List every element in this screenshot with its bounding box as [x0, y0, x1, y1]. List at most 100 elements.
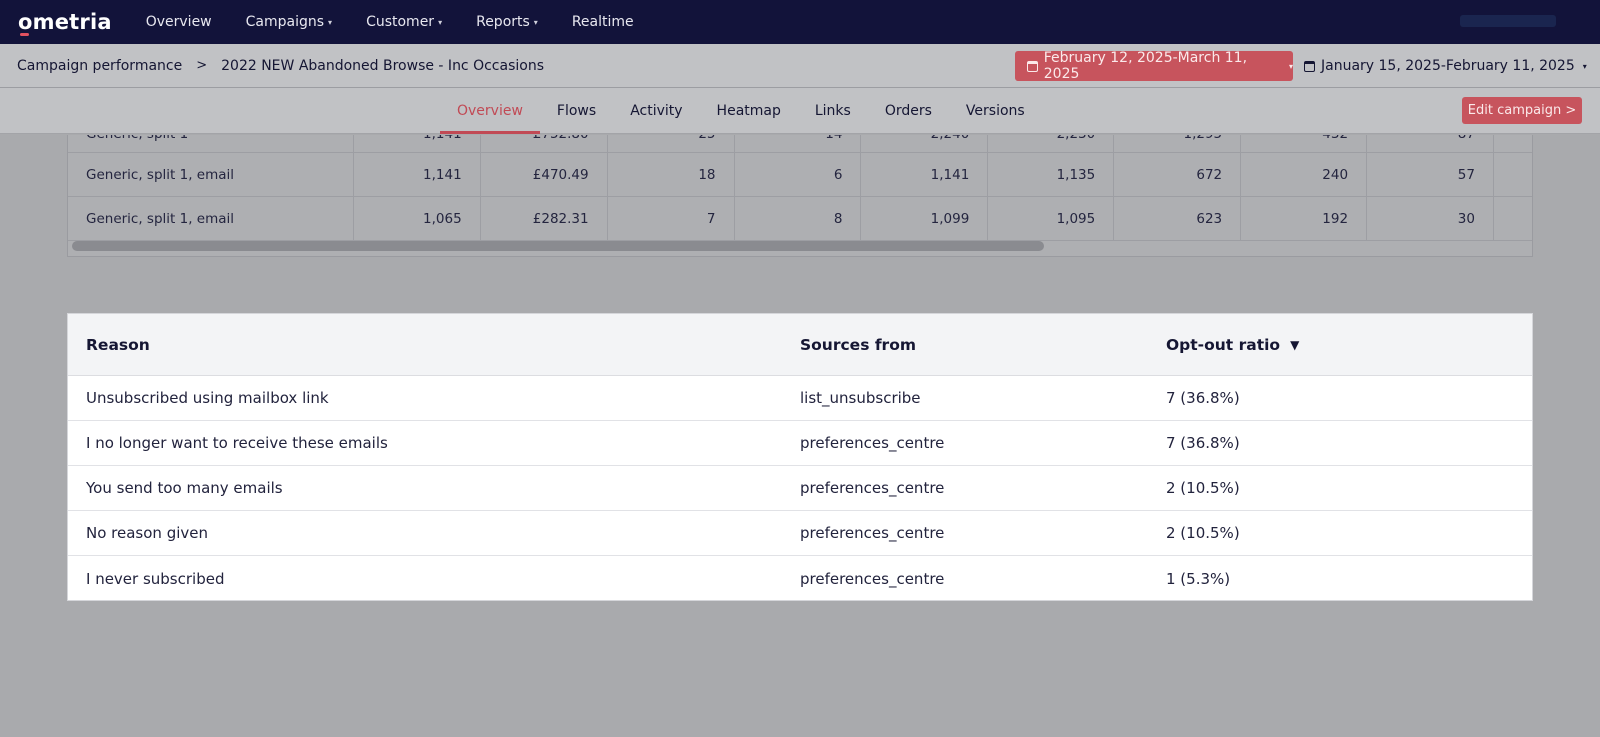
ratio-cell: 7 (36.8%): [1166, 389, 1240, 407]
table-cell: [1494, 135, 1532, 152]
ratio-cell: 2 (10.5%): [1166, 524, 1240, 542]
date-range-picker-primary[interactable]: February 12, 2025-March 11, 2025 ▾: [1015, 50, 1293, 82]
reason-cell: Unsubscribed using mailbox link: [86, 389, 329, 407]
table-cell: 8: [735, 197, 862, 240]
chevron-down-icon: ▾: [1288, 61, 1293, 71]
calendar-icon: [1304, 60, 1315, 72]
table-cell: 432: [1241, 135, 1368, 152]
logo-text: ometria: [18, 10, 112, 34]
table-cell: 30: [1367, 197, 1494, 240]
optout-reasons-table: Reason Sources from Opt-out ratio ▼ Unsu…: [67, 313, 1533, 601]
table-cell: 14: [735, 135, 862, 152]
nav-item-overview[interactable]: Overview: [146, 14, 212, 30]
table-cell: 87: [1367, 135, 1494, 152]
column-header-sources: Sources from: [800, 335, 917, 354]
date-range-label: January 15, 2025-February 11, 2025: [1321, 58, 1575, 74]
nav-item-campaigns[interactable]: Campaigns ▾: [246, 14, 332, 30]
nav-item-customer[interactable]: Customer ▾: [366, 14, 442, 30]
nav-item-label: Reports: [476, 14, 530, 30]
source-cell: preferences_centre: [800, 479, 945, 497]
reason-cell: You send too many emails: [86, 479, 283, 497]
ratio-cell: 7 (36.8%): [1166, 434, 1240, 452]
tab-orders[interactable]: Orders: [884, 103, 932, 119]
date-range-label: February 12, 2025-March 11, 2025: [1043, 50, 1248, 82]
table-row: Unsubscribed using mailbox link list_uns…: [68, 376, 1532, 421]
tab-activity[interactable]: Activity: [630, 103, 683, 119]
table-cell-name: Generic, split 1, email: [68, 153, 354, 196]
table-row: Generic, split 1 1,141 £752.80 25 14 2,2…: [68, 135, 1532, 153]
table-cell: 1,135: [988, 153, 1115, 196]
table-cell: 1,099: [861, 197, 989, 240]
column-header-label: Opt-out ratio: [1166, 335, 1281, 354]
reason-cell: I no longer want to receive these emails: [86, 434, 388, 452]
tab-flows[interactable]: Flows: [556, 103, 597, 119]
account-menu-redacted[interactable]: [1460, 15, 1556, 27]
table-row: Generic, split 1, email 1,141 £470.49 18…: [68, 153, 1532, 197]
table-row: No reason given preferences_centre 2 (10…: [68, 511, 1532, 556]
sort-descending-icon[interactable]: ▼: [1290, 337, 1300, 352]
table-cell: 2,230: [988, 135, 1115, 152]
chevron-down-icon: ▾: [328, 17, 333, 27]
breadcrumb-parent-link[interactable]: Campaign performance: [17, 57, 183, 74]
campaign-tab-bar: Overview Flows Activity Heatmap Links Or…: [0, 88, 1600, 134]
top-navigation: ometria Overview Campaigns ▾ Customer ▾ …: [0, 0, 1600, 44]
table-cell: [1494, 197, 1532, 240]
reason-cell: I never subscribed: [86, 569, 225, 588]
ometria-logo[interactable]: ometria: [18, 10, 112, 36]
nav-item-label: Campaigns: [245, 14, 325, 30]
table-cell: 672: [1114, 153, 1242, 196]
chevron-down-icon: ▾: [438, 17, 443, 27]
date-range-picker-comparison[interactable]: January 15, 2025-February 11, 2025 ▾: [1304, 51, 1587, 81]
table-cell: 1,095: [988, 197, 1115, 240]
nav-menu: Overview Campaigns ▾ Customer ▾ Reports …: [146, 14, 668, 30]
tab-links[interactable]: Links: [814, 103, 851, 119]
breadcrumb-current: 2022 NEW Abandoned Browse - Inc Occasion…: [221, 57, 544, 74]
reason-cell: No reason given: [86, 524, 208, 542]
nav-item-label: Overview: [145, 14, 212, 30]
table-cell: 192: [1241, 197, 1368, 240]
ratio-cell: 1 (5.3%): [1166, 569, 1231, 588]
table-cell: 1,065: [354, 197, 481, 240]
table-cell-name: Generic, split 1: [68, 135, 354, 152]
table-row: You send too many emails preferences_cen…: [68, 466, 1532, 511]
table-cell: 240: [1241, 153, 1368, 196]
ratio-cell: 2 (10.5%): [1166, 479, 1240, 497]
horizontal-scrollbar[interactable]: [72, 241, 1044, 251]
table-cell: 18: [608, 153, 735, 196]
breadcrumb-bar: Campaign performance > 2022 NEW Abandone…: [0, 44, 1600, 88]
table-cell-name: Generic, split 1, email: [68, 197, 354, 240]
chevron-down-icon: ▾: [1582, 61, 1587, 71]
source-cell: preferences_centre: [800, 434, 945, 452]
table-cell: 623: [1114, 197, 1242, 240]
table-cell: 1,141: [354, 135, 481, 152]
source-cell: preferences_centre: [800, 524, 945, 542]
table-cell: 25: [608, 135, 735, 152]
table-cell: 1,141: [354, 153, 481, 196]
chevron-down-icon: ▾: [533, 17, 538, 27]
logo-accent: [20, 33, 29, 36]
calendar-icon: [1027, 60, 1038, 72]
table-cell: £282.31: [481, 197, 608, 240]
edit-campaign-button[interactable]: Edit campaign >: [1462, 97, 1582, 124]
tab-overview[interactable]: Overview: [440, 88, 540, 134]
tab-list: Overview Flows Activity Heatmap Links Or…: [440, 88, 1042, 134]
tab-versions[interactable]: Versions: [965, 103, 1025, 119]
split-performance-table: Generic, split 1 1,141 £752.80 25 14 2,2…: [67, 135, 1533, 257]
breadcrumb-separator: >: [196, 58, 208, 73]
table-cell: 2,240: [861, 135, 989, 152]
tab-heatmap[interactable]: Heatmap: [716, 103, 781, 119]
source-cell: list_unsubscribe: [800, 389, 921, 407]
table-cell: 6: [735, 153, 862, 196]
nav-item-label: Realtime: [571, 14, 634, 30]
table-row: Generic, split 1, email 1,065 £282.31 7 …: [68, 197, 1532, 241]
table-cell: 7: [608, 197, 735, 240]
column-header-optout-ratio[interactable]: Opt-out ratio ▼: [1166, 336, 1532, 354]
nav-item-realtime[interactable]: Realtime: [572, 14, 634, 30]
source-cell: preferences_centre: [800, 569, 945, 588]
nav-item-reports[interactable]: Reports ▾: [476, 14, 538, 30]
table-cell: [1494, 153, 1532, 196]
table-cell: 57: [1367, 153, 1494, 196]
table-cell: £752.80: [481, 135, 608, 152]
nav-item-label: Customer: [366, 14, 435, 30]
table-row: I never subscribed preferences_centre 1 …: [68, 556, 1532, 601]
